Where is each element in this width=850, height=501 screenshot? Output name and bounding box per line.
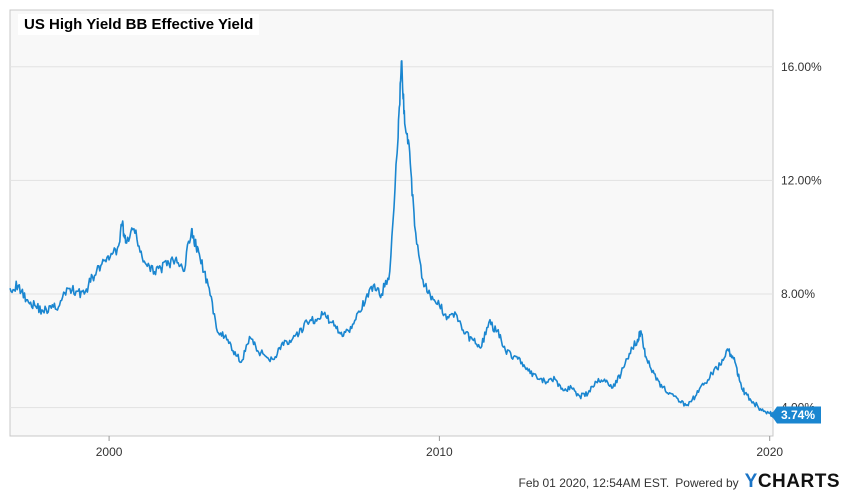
x-tick-label: 2000 <box>96 445 123 459</box>
footer: Feb 01 2020, 12:54AM EST. Powered by YCH… <box>519 471 841 493</box>
x-tick-label: 2020 <box>756 445 783 459</box>
y-axis-ticks: 4.00%8.00%12.00%16.00% <box>781 60 822 415</box>
y-tick-label: 12.00% <box>781 173 822 187</box>
timestamp: Feb 01 2020, 12:54AM EST. <box>518 476 670 490</box>
chart-title: US High Yield BB Effective Yield <box>18 14 260 35</box>
grid-lines <box>10 66 773 409</box>
powered-by-label: Powered by <box>675 476 739 490</box>
last-value-badge-shape <box>771 406 821 424</box>
x-axis-ticks: 2000 2010 2020 <box>96 436 783 459</box>
y-tick-label: 8.00% <box>781 287 815 301</box>
ycharts-logo-text: CHARTS <box>757 471 840 492</box>
x-tick-label: 2010 <box>426 445 453 459</box>
y-tick-label: 16.00% <box>781 60 822 74</box>
plot-area <box>9 9 774 437</box>
series-line <box>9 60 774 418</box>
last-value-badge: 3.74% <box>771 406 821 424</box>
ycharts-logo[interactable]: YCHARTS <box>745 471 840 493</box>
last-value-label: 3.74% <box>781 408 815 422</box>
ycharts-logo-y: Y <box>744 471 758 492</box>
